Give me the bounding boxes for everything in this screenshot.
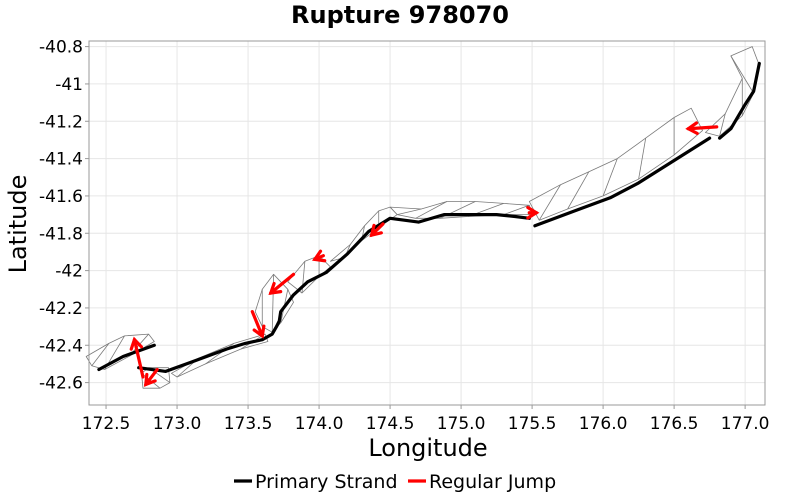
regular-jump-arrow <box>129 336 145 379</box>
fault-panel-divider <box>730 55 754 94</box>
fault-panel-divider <box>91 343 110 367</box>
fault-panel <box>254 273 294 333</box>
x-tick-label: 172.5 <box>82 414 131 434</box>
fault-panel-divider <box>567 171 590 210</box>
x-tick-label: 176.5 <box>650 414 699 434</box>
fault-panel <box>329 206 398 262</box>
legend: Primary Strand Regular Jump <box>234 471 556 493</box>
regular-jump-arrow <box>250 310 266 339</box>
fault-panel-divider <box>397 208 422 215</box>
regular-jump-arrow <box>526 205 540 220</box>
regular-jump-arrow <box>268 272 296 295</box>
x-tick-label: 174.0 <box>295 414 344 434</box>
regular-jump-arrow <box>369 222 385 238</box>
fault-panel-divider <box>719 113 726 137</box>
x-tick-label: 173.0 <box>153 414 202 434</box>
regular-jump-arrow <box>312 249 327 263</box>
y-tick-label: -42.2 <box>39 299 83 319</box>
fault-panel-divider <box>638 137 647 180</box>
legend-label-regular-jump: Regular Jump <box>429 471 556 493</box>
regular-jump-arrow <box>143 367 159 387</box>
x-tick-label: 174.5 <box>366 414 415 434</box>
grid-lines <box>89 41 765 405</box>
x-tick-label: 175.5 <box>508 414 557 434</box>
x-tick-label: 175.0 <box>437 414 486 434</box>
y-tick-label: -41.8 <box>39 224 83 244</box>
plot-frame <box>88 40 766 406</box>
x-tick-label: 176.0 <box>579 414 628 434</box>
x-tick-label: 173.5 <box>224 414 273 434</box>
x-axis-ticks: 172.5 173.0 173.5 174.0 174.5 175.0 175.5 176.0… <box>82 405 770 434</box>
regular-jump-arrow <box>685 121 719 135</box>
y-tick-label: -41.4 <box>39 150 83 170</box>
y-tick-label: -41 <box>55 75 83 95</box>
legend-label-primary-strand: Primary Strand <box>255 471 398 493</box>
chart-title: Rupture 978070 <box>291 1 509 29</box>
x-tick-label: 177.0 <box>721 414 770 434</box>
fault-panel <box>85 333 155 370</box>
fault-panel-divider <box>415 201 448 219</box>
regular-jump-series <box>129 121 719 387</box>
fault-panel-divider <box>141 372 161 389</box>
fault-panel <box>528 107 703 221</box>
y-tick-label: -42 <box>55 262 83 282</box>
x-axis-label: Longitude <box>368 434 487 462</box>
primary-strand-series <box>97 61 761 373</box>
primary-strand-line <box>137 213 531 373</box>
y-tick-label: -42.4 <box>39 336 83 356</box>
y-axis-label: Latitude <box>4 175 32 274</box>
y-tick-label: -42.6 <box>39 374 83 394</box>
primary-strand-line <box>97 343 156 372</box>
fault-panel <box>705 46 760 137</box>
primary-strand-line <box>533 136 712 228</box>
y-tick-label: -40.8 <box>39 38 83 58</box>
y-tick-label: -41.6 <box>39 187 83 207</box>
fault-panel-divider <box>538 184 561 221</box>
fault-panel-divider <box>503 204 530 215</box>
primary-strand-line <box>717 61 761 140</box>
fault-panels <box>85 46 760 389</box>
y-axis-ticks: -40.8 -41 -41.2 -41.4 -41.6 -41.8 -42 -42.2 -42.… <box>39 38 89 394</box>
fault-panel-divider <box>602 158 618 197</box>
y-tick-label: -41.2 <box>39 112 83 132</box>
fault-panel <box>170 333 269 378</box>
